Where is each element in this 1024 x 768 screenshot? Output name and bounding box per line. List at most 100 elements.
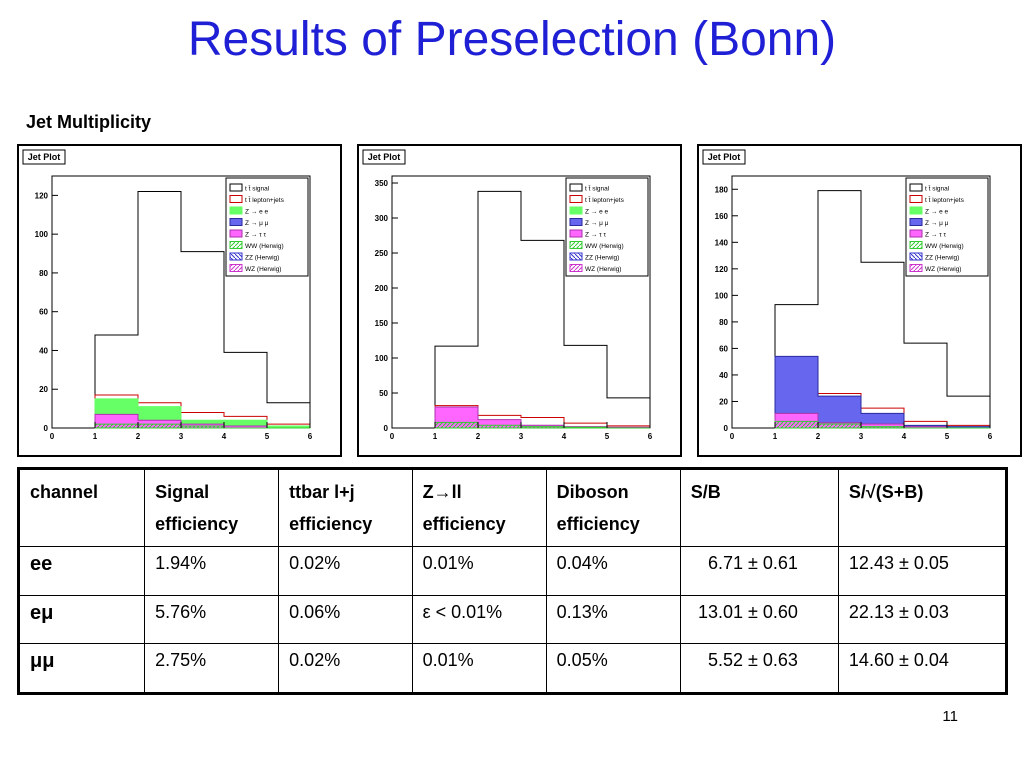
table-cell: 22.13 ± 0.03 (837, 594, 1008, 645)
legend-label: Z → e e (925, 209, 949, 216)
table-cell: 0.02% (278, 546, 413, 596)
table-cell: 1.94% (144, 546, 280, 596)
legend-swatch-lepton_jets (909, 195, 923, 203)
legend-label: WZ (Herwig) (245, 266, 281, 273)
x-tick-label: 4 (902, 432, 907, 441)
y-tick-label: 20 (719, 397, 728, 406)
legend-label: ZZ (Herwig) (925, 255, 959, 262)
x-tick-label: 2 (476, 432, 481, 441)
table-cell: 5.52 ± 0.63 (679, 643, 839, 694)
page-number: 11 (942, 708, 958, 725)
legend-label: WZ (Herwig) (925, 266, 961, 273)
table-row: μμ 2.75% 0.02% 0.01% 0.05% 5.52 ± 0.63 14.60 ±… (17, 643, 1008, 694)
column-header-line: efficiency (155, 514, 239, 534)
jet-plot-mumu-svg: Jet Plot 0 20 40 60 80 100 120 140 160 180 0 1 2 3 4 5 6 t… (702, 149, 993, 441)
slide-title: Results of Preselection (Bonn) (187, 13, 837, 66)
legend-swatch-ww (909, 241, 923, 249)
legend-swatch-wz (909, 264, 923, 272)
y-tick-label: 80 (719, 318, 728, 327)
table-row: ee 1.94% 0.02% 0.01% 0.04% 6.71 ± 0.61 12.43 ±… (17, 546, 1008, 596)
histogram-series-lepton_jets (94, 394, 311, 428)
x-tick-label: 4 (222, 432, 227, 441)
jet-plot-ee-svg: Jet Plot 0 20 40 60 80 100 120 0 1 2 3 4 5 6 t t̄ signa… (22, 149, 313, 441)
column-header-line: channel (30, 482, 99, 502)
column-header: channel (17, 468, 146, 547)
legend-swatch-z_mumu (909, 218, 923, 226)
table-cell: 0.01% (411, 546, 547, 596)
y-tick-label: 160 (715, 212, 729, 221)
y-tick-label: 40 (39, 346, 48, 355)
legend-label: t t̄ lepton+jets (585, 196, 625, 204)
legend-swatch-signal (569, 183, 583, 192)
y-tick-label: 50 (379, 389, 388, 398)
y-tick-label: 0 (384, 424, 389, 433)
plot-title-box (362, 149, 406, 165)
table-cell: 0.05% (545, 643, 681, 694)
x-tick-label: 5 (945, 432, 950, 441)
legend-swatch-signal (229, 183, 243, 192)
legend-swatch-ww (569, 241, 583, 249)
legend-label: Z → e e (585, 209, 609, 216)
y-tick-label: 140 (715, 238, 729, 247)
results-table: channel Signal efficiency ttbar l+j efficien… (17, 467, 1008, 695)
legend-label: WW (Herwig) (245, 243, 284, 250)
x-tick-label: 2 (816, 432, 821, 441)
histogram-series-signal (774, 190, 991, 428)
jet-plot-mumu: Jet Plot 0 20 40 60 80 100 120 140 160 180 0 1 2 3 4 5 6 t… (697, 144, 1022, 457)
x-tick-label: 0 (730, 432, 735, 441)
table-body: ee 1.94% 0.02% 0.01% 0.04% 6.71 ± 0.61 12.43 ±… (17, 546, 1008, 694)
legend-swatch-ww (229, 241, 243, 249)
x-tick-label: 6 (308, 432, 313, 441)
table-cell: 12.43 ± 0.05 (837, 546, 1008, 596)
table-cell: 0.13% (545, 594, 681, 645)
column-header-line: Signal (155, 482, 210, 502)
plot-title: Jet Plot (368, 152, 401, 162)
legend-swatch-z_ee (569, 206, 583, 215)
x-tick-label: 2 (136, 432, 141, 441)
x-tick-label: 3 (519, 432, 524, 441)
legend-swatch-wz (229, 264, 243, 272)
column-header-line: ttbar l+j (289, 482, 355, 502)
column-header-line: S/B (690, 482, 721, 502)
legend-swatch-z_mumu (569, 218, 583, 226)
legend-swatch-lepton_jets (569, 195, 583, 203)
legend-label: t t̄ signal (585, 185, 610, 193)
channel-cell: μμ (17, 643, 146, 694)
table-row: eμ 5.76% 0.06% ε < 0.01% 0.13% 13.01 ± 0.60 22… (17, 594, 1008, 645)
plot-title-box (22, 149, 66, 165)
table-cell: 13.01 ± 0.60 (679, 594, 839, 645)
x-tick-label: 3 (179, 432, 184, 441)
table-cell: 5.76% (144, 594, 280, 645)
jet-plot-emu-svg: Jet Plot 0 50 100 150 200 250 300 350 0 1 2 3 4 5 6 t t̄… (362, 149, 653, 441)
histogram-series-ww (94, 423, 310, 429)
y-tick-label: 0 (44, 424, 49, 433)
x-tick-label: 6 (988, 432, 993, 441)
table-cell: 14.60 ± 0.04 (837, 643, 1008, 694)
legend-label: t t̄ signal (245, 185, 270, 193)
y-tick-label: 60 (39, 308, 48, 317)
histogram-series-signal (94, 191, 311, 428)
x-tick-label: 1 (773, 432, 778, 441)
legend-swatch-z_ee (909, 206, 923, 215)
y-tick-label: 100 (715, 291, 729, 300)
column-header-line: S/√(S+B) (848, 482, 924, 502)
column-header: Z→ll efficiency (411, 468, 547, 547)
legend-label: ZZ (Herwig) (585, 255, 619, 262)
y-tick-label: 250 (375, 249, 389, 258)
legend-label: Z → τ τ (585, 232, 606, 239)
column-header: ttbar l+j efficiency (278, 468, 413, 547)
table-cell: 0.02% (278, 643, 413, 694)
legend-swatch-wz (569, 264, 583, 272)
table-cell: 6.71 ± 0.61 (679, 546, 839, 596)
column-header-line: efficiency (556, 514, 640, 534)
x-tick-label: 3 (859, 432, 864, 441)
section-label: Jet Multiplicity (26, 112, 152, 132)
legend-swatch-z_tautau (909, 229, 923, 238)
column-header: Signal efficiency (144, 468, 280, 547)
legend-label: t t̄ lepton+jets (925, 196, 965, 204)
x-tick-label: 0 (50, 432, 55, 441)
legend-label: Z → τ τ (925, 232, 946, 239)
y-tick-label: 100 (375, 354, 389, 363)
y-tick-label: 0 (724, 424, 729, 433)
histogram-series-signal (434, 190, 651, 428)
